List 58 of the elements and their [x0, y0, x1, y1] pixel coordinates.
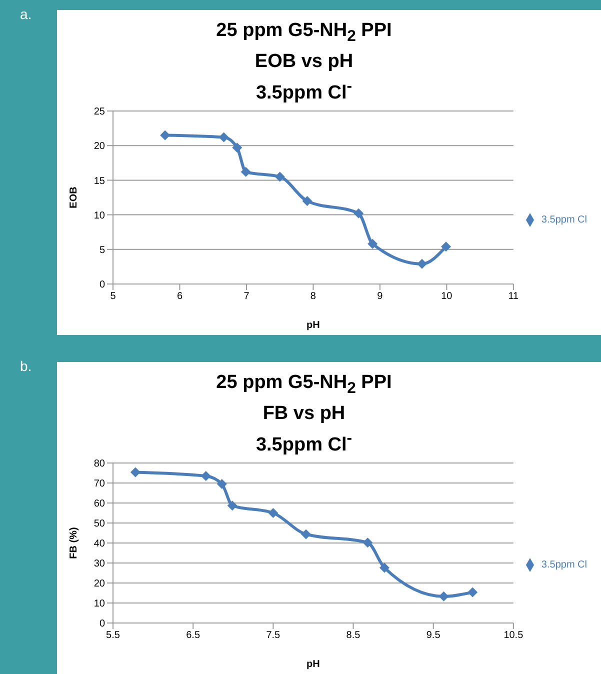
legend-label: 3.5ppm Cl: [541, 214, 587, 226]
y-tick-label: 80: [94, 458, 106, 470]
point: [200, 471, 211, 482]
y-tick-label: 15: [94, 176, 106, 187]
point: [240, 167, 251, 178]
x-tick-label: 10.5: [504, 630, 524, 642]
y-axis-title: EOB: [68, 186, 80, 208]
x-tick-label: 8.5: [346, 630, 361, 642]
point: [368, 238, 378, 249]
point: [130, 467, 140, 478]
y-tick-label: 10: [94, 598, 106, 610]
point: [274, 172, 285, 182]
y-tick-label: 70: [94, 478, 106, 490]
x-axis-title: pH: [306, 320, 320, 332]
point: [301, 529, 312, 540]
point: [416, 259, 427, 270]
point: [232, 142, 242, 153]
x-tick-label: 6.5: [186, 630, 200, 642]
point: [468, 587, 478, 598]
chart-title: 25 ppm G5-NH$_{2}$ PPI EOB vs pH 3.5ppm Cl$^{-}$: [215, 20, 393, 106]
y-tick-label: 0: [99, 618, 106, 630]
x-tick-label: 6: [176, 291, 183, 302]
y-tick-label: 5: [99, 245, 106, 256]
point: [218, 132, 229, 142]
y-tick-label: 20: [94, 141, 106, 152]
y-axis-title: FB (%): [68, 527, 80, 559]
text: b.: [20, 358, 32, 374]
x-tick-label: 9: [377, 291, 384, 302]
x-tick-label: 11: [508, 291, 520, 302]
legend-label: 3.5ppm Cl: [541, 560, 587, 571]
point: [302, 196, 312, 206]
point: [227, 500, 238, 511]
x-axis-title: pH: [306, 659, 320, 670]
point: [362, 538, 373, 548]
y-tick-label: 60: [94, 498, 106, 510]
point: [438, 592, 449, 602]
point: [216, 479, 227, 490]
x-tick-label: 7: [244, 291, 250, 302]
y-tick-label: 30: [94, 558, 106, 570]
y-tick-label: 50: [94, 518, 106, 530]
x-tick-label: 8: [310, 291, 316, 302]
text: a.: [20, 6, 32, 22]
point: [160, 130, 170, 140]
x-tick-label: 10: [441, 291, 453, 302]
point: [354, 208, 364, 219]
x-tick-label: 9.5: [426, 630, 441, 642]
x-tick-label: 5.5: [106, 630, 120, 642]
chart-title: 25 ppm G5-NH$_{2}$ PPI FB vs pH 3.5ppm Cl$^{-}$: [215, 372, 393, 458]
point: [379, 562, 390, 573]
x-tick-label: 7.5: [266, 630, 281, 642]
y-tick-label: 20: [94, 578, 106, 590]
x-tick-label: 5: [110, 291, 116, 302]
y-tick-label: 0: [99, 280, 106, 291]
point: [441, 242, 452, 252]
y-tick-label: 25: [94, 106, 106, 118]
y-tick-label: 40: [94, 538, 106, 550]
y-tick-label: 10: [94, 210, 106, 222]
point: [268, 508, 278, 518]
